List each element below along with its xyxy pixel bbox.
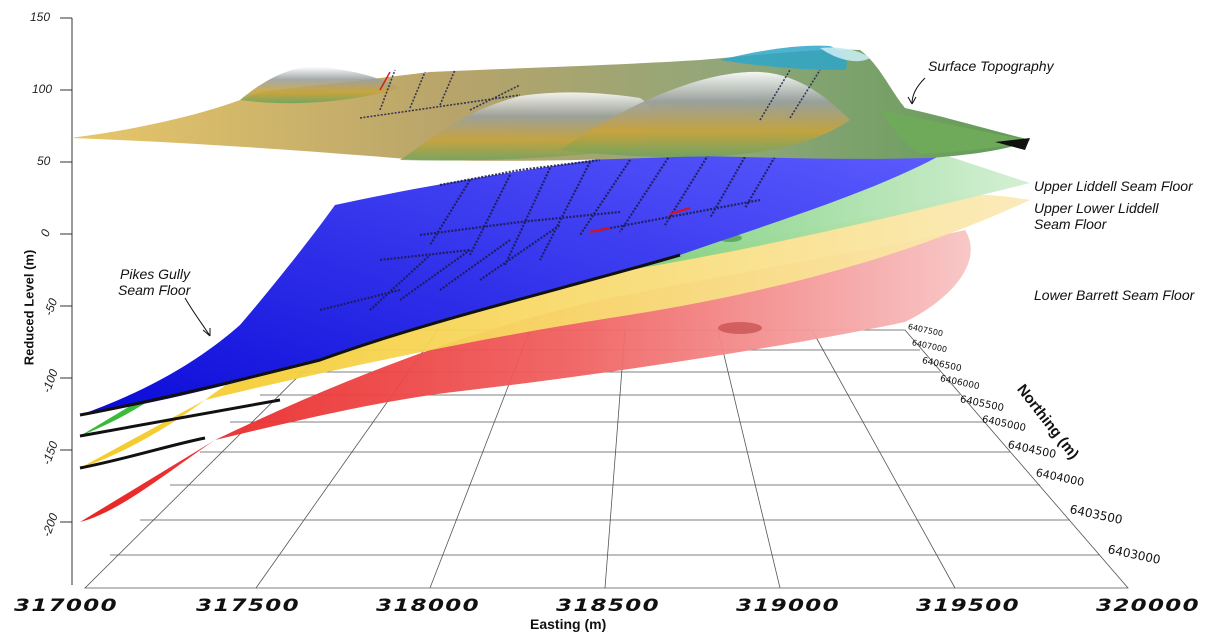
x-tick-319500: 319500 bbox=[916, 596, 1020, 616]
annotation-leaders bbox=[184, 77, 926, 337]
x-tick-320000: 320000 bbox=[1096, 596, 1200, 616]
x-tick-317500: 317500 bbox=[196, 596, 300, 616]
x-tick-318000: 318000 bbox=[376, 596, 480, 616]
y-tick-50: 50 bbox=[37, 154, 51, 168]
label-surface-topography: Surface Topography bbox=[928, 58, 1054, 74]
surface-topography bbox=[70, 45, 1030, 161]
label-upper-lower-liddell-line2: Seam Floor bbox=[1034, 216, 1107, 232]
x-axis-title: Easting (m) bbox=[530, 616, 607, 632]
y-axis-title: Reduced Level (m) bbox=[21, 249, 37, 366]
y-tick-100: 100 bbox=[32, 82, 53, 96]
x-tick-318500: 318500 bbox=[556, 596, 660, 616]
x-tick-317000: 317000 bbox=[14, 596, 118, 616]
upper-lower-liddell-surface bbox=[79, 195, 1030, 470]
x-tick-319000: 319000 bbox=[736, 596, 840, 616]
label-pikes-gully-line2: Seam Floor bbox=[118, 282, 191, 298]
label-pikes-gully-line1: Pikes Gully bbox=[120, 266, 191, 282]
pikes-gully-surface bbox=[79, 142, 950, 417]
label-upper-lower-liddell-line1: Upper Lower Liddell bbox=[1034, 200, 1159, 216]
y-axis-ticks bbox=[60, 17, 72, 523]
label-lower-barrett: Lower Barrett Seam Floor bbox=[1034, 287, 1195, 303]
lower-barrett-surface bbox=[80, 230, 971, 522]
y-tick-150: 150 bbox=[30, 10, 51, 24]
label-upper-liddell: Upper Liddell Seam Floor bbox=[1034, 178, 1193, 194]
